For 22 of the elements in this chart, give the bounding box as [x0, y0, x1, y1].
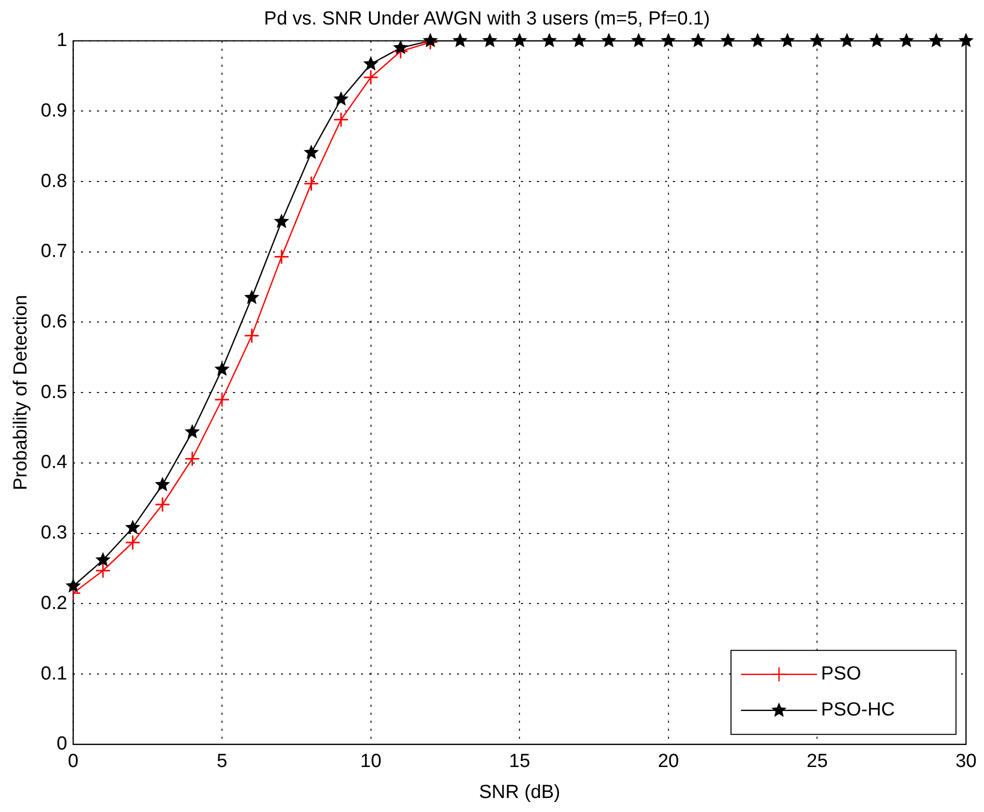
x-tick-label: 5 [216, 751, 228, 772]
x-tick-label: 10 [360, 751, 382, 772]
y-tick-label: 0.6 [40, 311, 68, 332]
x-axis-title: SNR (dB) [478, 782, 560, 803]
x-tick-label: 25 [806, 751, 828, 772]
y-tick-label: 0.9 [40, 100, 68, 122]
y-tick-label: 0.8 [40, 170, 68, 192]
y-tick-label: 0.3 [40, 522, 68, 544]
y-tick-label: 1 [56, 30, 68, 52]
x-tick-label: 30 [955, 751, 977, 772]
y-tick-label: 0.4 [40, 452, 68, 474]
y-tick-label: 0.1 [40, 663, 68, 684]
y-axis-title: Probability of Detection [10, 294, 32, 490]
y-tick-label: 0.2 [40, 592, 68, 614]
y-tick-label: 0 [56, 734, 68, 755]
y-tick-label: 0.7 [40, 241, 68, 262]
legend-label: PSO-HC [821, 700, 895, 721]
x-tick-label: 20 [658, 751, 679, 772]
x-tick-label: 15 [509, 751, 530, 772]
legend-label: PSO [821, 664, 862, 685]
y-tick-label: 0.5 [40, 382, 68, 403]
chart-title: Pd vs. SNR Under AWGN with 3 users (m=5, Pf=0.1) [264, 8, 710, 30]
